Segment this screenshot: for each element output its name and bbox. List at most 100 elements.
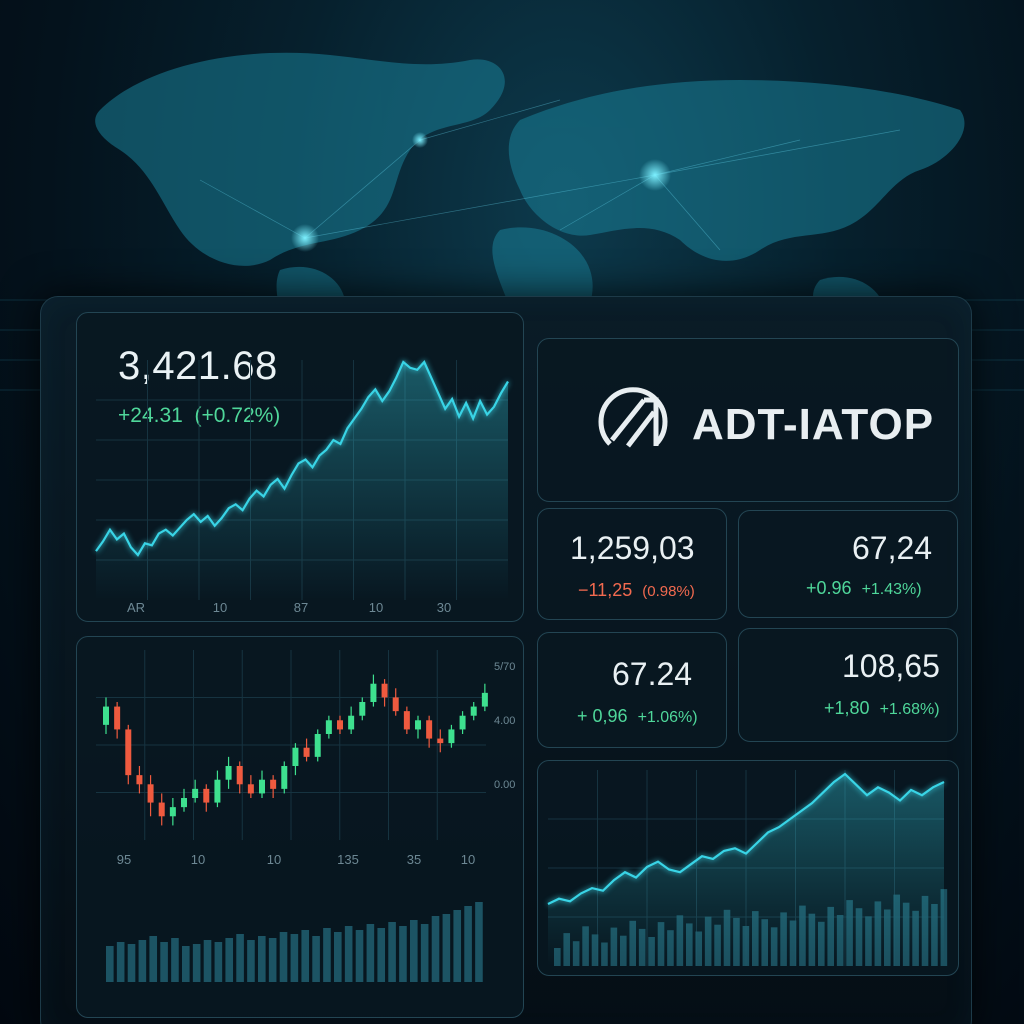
brand-panel [537, 338, 959, 502]
main-index-change-pct: (+0.72%) [194, 404, 281, 427]
volume-bar [399, 926, 407, 982]
quote-tile-change-abs: + 0,96 [577, 706, 628, 726]
main-index-area-chart: AR 10 87 10 30 [95, 360, 509, 615]
candle-body [403, 711, 410, 730]
quote-tile-change: + 0,96 +1.06%) [577, 706, 698, 727]
volume-bar [225, 938, 234, 982]
candle-body [181, 798, 187, 808]
candle-body [481, 692, 488, 707]
volume-bar [214, 942, 223, 982]
candle-body [270, 779, 277, 789]
volume-bar [366, 924, 375, 982]
quote-tile-change-pct: +1.43%) [861, 581, 922, 598]
x-tick-label: 95 [117, 852, 131, 867]
candle-body [426, 720, 433, 739]
quote-tile-change: −11,25 (0.98%) [578, 580, 695, 601]
y-tick-label: 4.00 [494, 715, 515, 727]
volume-bar [431, 916, 440, 982]
brand-name: ADT-IATOP [692, 400, 935, 449]
x-tick-label: 87 [294, 600, 308, 615]
volume-bar [410, 920, 418, 982]
volume-bar [138, 940, 147, 982]
candle-body [125, 729, 132, 776]
x-tick-label: 135 [337, 852, 359, 867]
volume-bar [388, 922, 396, 982]
x-tick-label: 35 [407, 852, 421, 867]
candle-body [437, 738, 444, 744]
volume-bar [116, 942, 125, 982]
quote-tile-value: 1,259,03 [570, 530, 695, 566]
y-tick-label: 5/70 [494, 661, 515, 673]
x-tick-label: 10 [369, 600, 383, 615]
quote-tile-change: +0.96 +1.43%) [806, 578, 922, 599]
x-tick-label: 30 [437, 600, 451, 615]
quote-tile-change-abs: +0.96 [806, 578, 852, 598]
candle-body [314, 734, 321, 757]
candle-body [114, 706, 121, 730]
candle-body [169, 807, 176, 817]
volume-bar [323, 928, 331, 982]
candle-body [192, 788, 199, 798]
x-tick-label: 10 [213, 600, 227, 615]
x-tick-label: AR [127, 600, 145, 615]
candle-body [448, 729, 455, 744]
quote-tile[interactable] [537, 508, 727, 620]
candle-body [381, 683, 388, 698]
quote-tile-change-pct: +1.06%) [637, 709, 698, 726]
quote-tile-value: 67,24 [852, 530, 933, 566]
candlestick-chart: 95 10 10 135 35 10 5/70 4.00 0.00 [96, 650, 515, 982]
volume-bar [420, 924, 429, 982]
quote-tile-change-pct: +1.68%) [879, 701, 940, 718]
candle-body [415, 720, 421, 730]
quote-tile[interactable] [537, 632, 727, 748]
volume-bar [182, 946, 190, 982]
candle-body [392, 697, 399, 712]
quote-tile[interactable] [738, 628, 958, 742]
volume-bar [377, 928, 386, 982]
quote-tile-change-pct: (0.98%) [642, 583, 695, 600]
quote-tile-value: 67.24 [612, 656, 693, 692]
quote-tile-change-abs: −11,25 [578, 580, 633, 600]
volume-bar [442, 914, 451, 982]
volume-bar [290, 934, 299, 982]
volume-bar [279, 932, 288, 982]
volume-bar [192, 944, 201, 982]
volume-bar [334, 932, 342, 982]
volume-bar [258, 936, 266, 982]
quote-tile-change-abs: +1,80 [824, 698, 870, 718]
volume-bar [312, 936, 320, 982]
candle-body [203, 788, 210, 803]
candle-body [225, 766, 232, 780]
trend-area-chart [547, 770, 948, 966]
candle-body [348, 715, 355, 730]
volume-bar [171, 938, 179, 982]
candle-body [259, 779, 265, 794]
candle-body [247, 784, 254, 794]
candle-body [158, 802, 165, 817]
candle-body [236, 766, 243, 785]
candle-body [281, 766, 288, 789]
candle-body [103, 706, 109, 725]
quote-tile-value: 108,65 [842, 648, 940, 684]
series-line [95, 360, 509, 557]
candle-body [292, 747, 299, 766]
candle-body [325, 720, 332, 734]
candle-body [370, 683, 377, 702]
volume-bar [127, 944, 136, 982]
volume-bar [344, 926, 353, 982]
volume-bar [160, 942, 168, 982]
candle-body [136, 775, 143, 785]
area-fill [548, 774, 944, 966]
volume-bar [149, 936, 158, 982]
quote-tile[interactable] [738, 510, 958, 618]
main-index-change: +24.31 (+0.72%) [118, 404, 280, 428]
y-tick-label: 0.00 [494, 779, 515, 791]
candle-body [459, 715, 466, 730]
candle-body [337, 720, 343, 730]
candle-body [359, 702, 366, 716]
area-fill [96, 362, 508, 600]
x-tick-label: 10 [461, 852, 475, 867]
main-index-change-abs: +24.31 [118, 404, 183, 427]
candle-body [303, 747, 310, 757]
volume-bar [464, 906, 472, 982]
